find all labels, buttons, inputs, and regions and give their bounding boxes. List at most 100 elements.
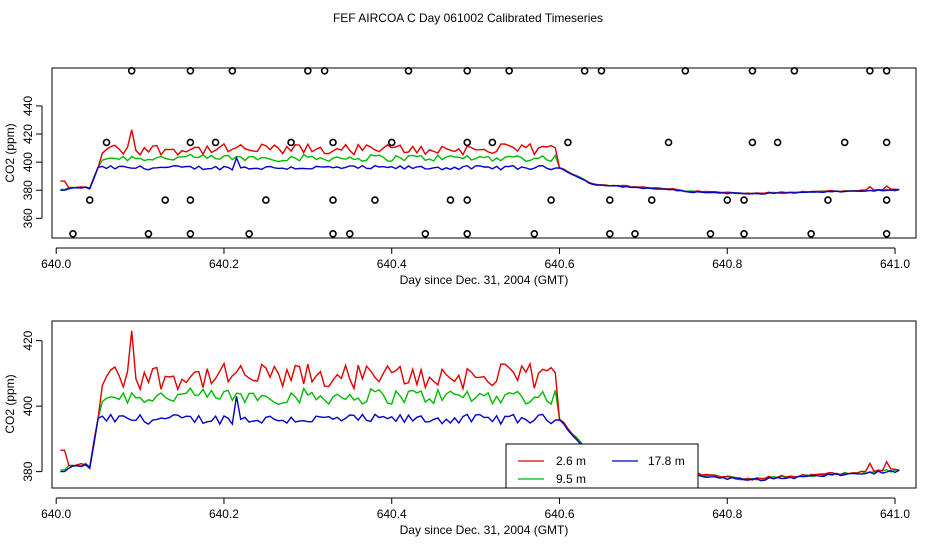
scatter-point bbox=[505, 67, 513, 75]
scatter-point bbox=[488, 138, 497, 147]
scatter-point bbox=[186, 67, 195, 75]
scatter-point bbox=[345, 229, 354, 238]
legend-label-9-5m: 9.5 m bbox=[556, 472, 586, 486]
scatter-point bbox=[304, 67, 312, 75]
top-series-line-2-6-m bbox=[60, 129, 900, 195]
scatter-point bbox=[144, 229, 153, 238]
scatter-point bbox=[866, 67, 874, 75]
top-x-tick-label: 640.2 bbox=[209, 257, 239, 271]
scatter-point bbox=[211, 138, 220, 147]
top-x-tick-label: 640.4 bbox=[377, 257, 407, 271]
scatter-point bbox=[748, 138, 757, 147]
scatter-point bbox=[186, 229, 195, 238]
scatter-point bbox=[882, 196, 891, 204]
legend-box bbox=[505, 443, 699, 489]
bottom-x-tick-label: 640.6 bbox=[544, 507, 574, 521]
scatter-point bbox=[530, 229, 539, 238]
scatter-point bbox=[421, 229, 430, 238]
bottom-series-line-17-8-m bbox=[60, 396, 900, 482]
bottom-x-tick-label: 640.0 bbox=[41, 507, 71, 521]
scatter-point bbox=[580, 67, 589, 75]
top-y-tick-label: 380 bbox=[21, 180, 35, 200]
scatter-point bbox=[740, 196, 748, 204]
top-y-tick-label: 400 bbox=[21, 152, 35, 172]
top-plot-frame bbox=[51, 67, 917, 239]
scatter-point bbox=[463, 138, 472, 147]
scatter-point bbox=[102, 138, 111, 147]
bottom-chart-panel: 640.0 640.2 640.4 640.6 640.8 641.0 380 400 420… bbox=[3, 320, 917, 537]
top-y-tick-label: 360 bbox=[21, 208, 35, 228]
top-y-axis: 360 380 400 420 440 bbox=[21, 96, 43, 228]
top-x-tick-label: 640.8 bbox=[712, 257, 742, 271]
scatter-point bbox=[446, 196, 455, 204]
top-y-axis-label: CO2 (ppm) bbox=[3, 123, 17, 182]
scatter-point bbox=[371, 196, 379, 204]
bottom-y-tick-label: 420 bbox=[21, 330, 35, 350]
top-scatter-points bbox=[69, 67, 891, 238]
top-series-line-9-5-m bbox=[60, 153, 900, 195]
top-series-lines bbox=[60, 129, 900, 195]
scatter-point bbox=[740, 229, 748, 238]
scatter-point bbox=[329, 196, 337, 204]
scatter-point bbox=[287, 138, 295, 147]
top-x-tick-label: 640.0 bbox=[41, 257, 71, 271]
scatter-point bbox=[647, 196, 656, 204]
scatter-point bbox=[245, 229, 253, 238]
bottom-series-line-9-5-m bbox=[60, 386, 900, 481]
bottom-plot-frame bbox=[51, 320, 917, 489]
scatter-point bbox=[127, 67, 136, 75]
scatter-point bbox=[69, 229, 77, 238]
scatter-point bbox=[404, 67, 413, 75]
bottom-y-axis: 380 400 420 bbox=[21, 330, 43, 482]
scatter-point bbox=[564, 138, 572, 147]
scatter-point bbox=[882, 138, 891, 147]
scatter-point bbox=[664, 138, 673, 147]
scatter-point bbox=[681, 67, 690, 75]
bottom-series-line-2-6-m bbox=[60, 330, 900, 481]
scatter-point bbox=[387, 138, 396, 147]
scatter-point bbox=[329, 138, 337, 147]
scatter-point bbox=[320, 67, 329, 75]
scatter-point bbox=[597, 67, 606, 75]
scatter-point bbox=[631, 229, 639, 238]
scatter-point bbox=[723, 196, 732, 204]
scatter-point bbox=[840, 138, 849, 147]
bottom-x-tick-label: 640.4 bbox=[377, 507, 407, 521]
scatter-point bbox=[463, 229, 472, 238]
scatter-point bbox=[882, 229, 891, 238]
top-x-tick-label: 640.6 bbox=[544, 257, 574, 271]
scatter-point bbox=[790, 67, 799, 75]
page-title: FEF AIRCOA C Day 061002 Calibrated Times… bbox=[333, 11, 603, 25]
top-x-tick-label: 641.0 bbox=[880, 257, 910, 271]
scatter-point bbox=[807, 229, 815, 238]
scatter-point bbox=[463, 67, 472, 75]
bottom-y-tick-label: 380 bbox=[21, 461, 35, 481]
scatter-point bbox=[606, 229, 614, 238]
top-y-tick-label: 420 bbox=[21, 124, 35, 144]
scatter-point bbox=[329, 229, 337, 238]
top-y-tick-label: 440 bbox=[21, 96, 35, 116]
scatter-point bbox=[882, 67, 891, 75]
legend-label-2-6m: 2.6 m bbox=[556, 454, 586, 468]
scatter-point bbox=[161, 196, 170, 204]
legend: 2.6 m 9.5 m 17.8 m bbox=[505, 443, 699, 489]
scatter-point bbox=[463, 196, 472, 204]
bottom-y-tick-label: 400 bbox=[21, 396, 35, 416]
scatter-point bbox=[773, 138, 782, 147]
top-x-axis: 640.0 640.2 640.4 640.6 640.8 641.0 bbox=[41, 247, 910, 271]
bottom-x-tick-label: 641.0 bbox=[880, 507, 910, 521]
legend-label-17-8m: 17.8 m bbox=[648, 454, 685, 468]
scatter-point bbox=[262, 196, 270, 204]
bottom-y-axis-label: CO2 (ppm) bbox=[3, 374, 17, 433]
top-series-line-17-8-m bbox=[60, 155, 900, 195]
scatter-point bbox=[228, 67, 237, 75]
top-x-axis-label: Day since Dec. 31, 2004 (GMT) bbox=[400, 273, 569, 287]
scatter-point bbox=[547, 196, 555, 204]
scatter-point bbox=[186, 196, 195, 204]
bottom-series-lines bbox=[60, 330, 900, 482]
scatter-point bbox=[824, 196, 832, 204]
bottom-x-axis-label: Day since Dec. 31, 2004 (GMT) bbox=[400, 523, 569, 537]
scatter-point bbox=[186, 138, 195, 147]
scatter-point bbox=[748, 67, 757, 75]
